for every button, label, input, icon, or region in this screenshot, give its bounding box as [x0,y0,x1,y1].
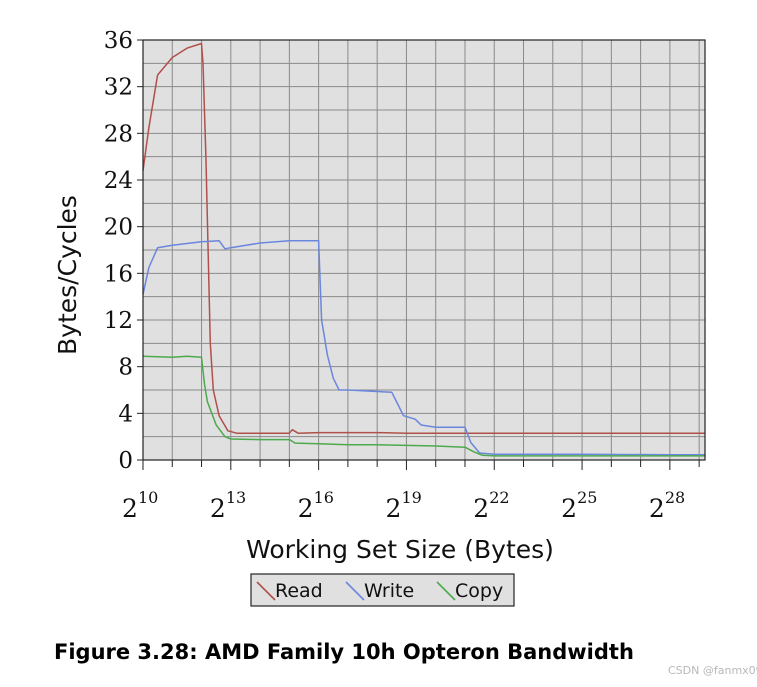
plot-frame [142,39,706,461]
y-tick-label: 24 [104,168,133,194]
legend-swatch-write [345,581,365,601]
x-axis-label: Working Set Size (Bytes) [246,535,554,564]
x-tick-labels: 2 10 2 13 2 16 2 19 2 22 2 25 2 28 [122,488,685,523]
legend: Read Write Copy [250,573,515,607]
legend-swatch-read [256,581,276,601]
y-tick-label: 12 [104,308,133,334]
y-tick-label: 8 [118,355,133,381]
series-line-copy [142,355,705,457]
y-tick-label: 28 [104,121,133,147]
y-tick-labels: 0 4 8 12 16 20 24 28 32 36 [104,28,143,474]
grid-lines [143,40,705,460]
legend-items: Read Write Copy [256,580,503,602]
watermark: CSDN @fanmx09 [668,664,757,677]
legend-frame [250,573,515,607]
legend-swatch-copy [436,581,456,601]
figure-caption: Figure 3.28: AMD Family 10h Opteron Band… [54,640,634,664]
x-tick-exponent: 28 [665,488,685,507]
legend-label-write: Write [364,580,414,602]
y-tick-label: 36 [104,28,133,54]
x-tick-exponent: 19 [401,488,421,507]
x-tick-exponent: 16 [314,488,334,507]
x-tick-exponent: 22 [489,488,509,507]
x-tick-exponent: 25 [577,488,597,507]
x-tick-label: 2 [649,494,665,523]
x-tick-label: 2 [385,494,401,523]
series-layer [142,42,705,457]
x-tick-label: 2 [210,494,226,523]
x-tick-exponent: 13 [226,488,246,507]
y-axis-label: Bytes/Cycles [53,195,82,355]
legend-label-copy: Copy [455,580,503,602]
x-minor-ticks [142,460,700,470]
y-tick-label: 20 [104,215,133,241]
y-tick-label: 32 [104,75,133,101]
y-tick-label: 16 [104,261,133,287]
legend-label-read: Read [275,580,323,602]
x-tick-exponent: 10 [138,488,158,507]
x-tick-label: 2 [298,494,314,523]
y-tick-label: 4 [118,401,133,427]
x-tick-label: 2 [473,494,489,523]
series-line-read [142,42,705,434]
series-line-write [142,239,705,456]
x-tick-label: 2 [561,494,577,523]
y-tick-label: 0 [118,448,133,474]
x-tick-label: 2 [122,494,138,523]
